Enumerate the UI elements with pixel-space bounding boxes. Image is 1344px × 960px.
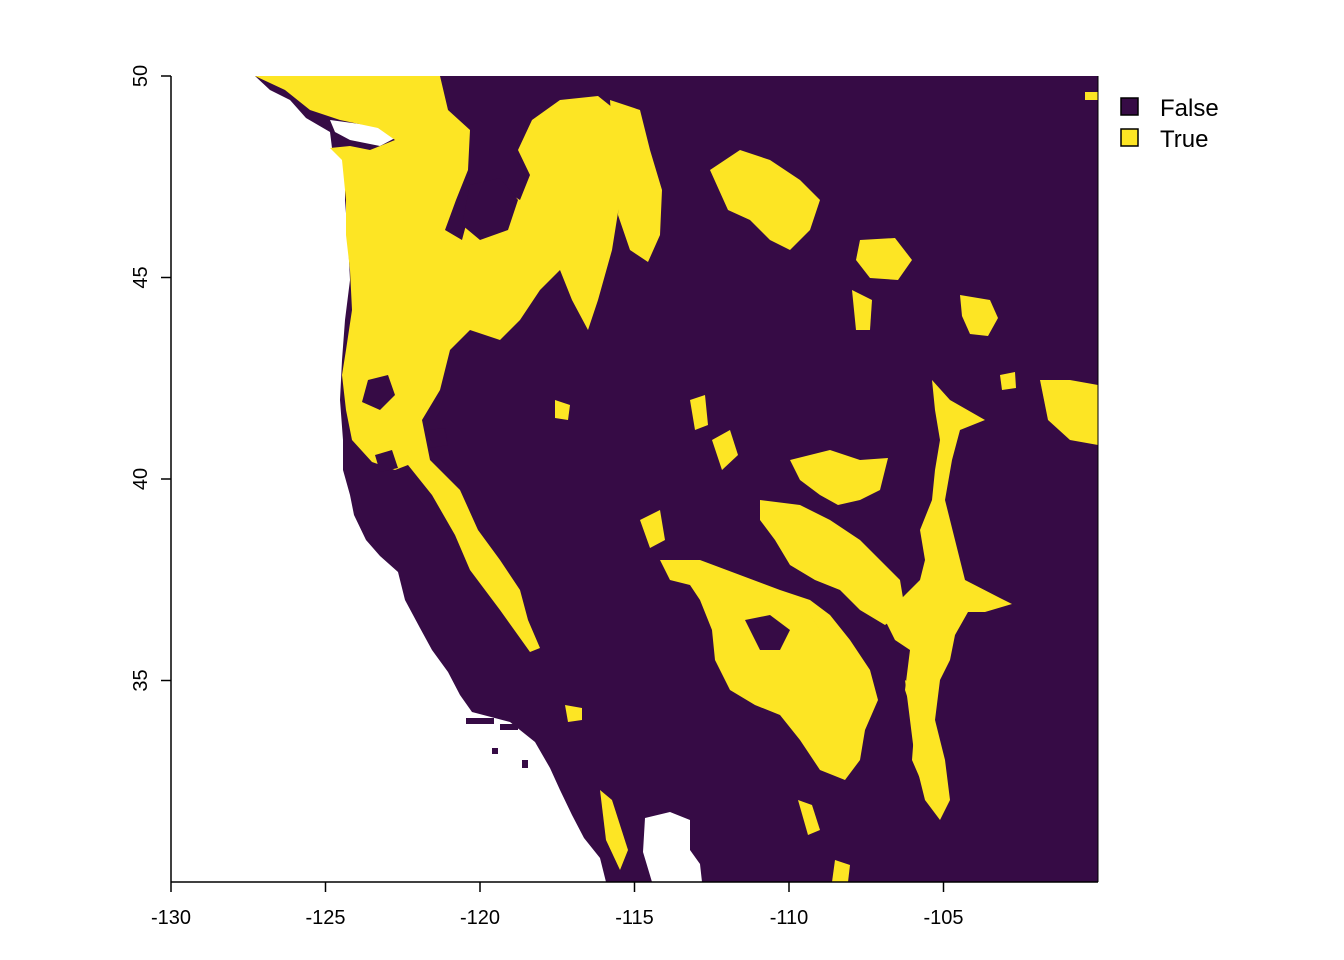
x-tick-label: -110 <box>770 907 809 929</box>
x-tick-label: -130 <box>151 907 191 929</box>
puget-inlet <box>330 120 395 146</box>
x-tick-label: -115 <box>615 907 654 929</box>
y-tick-label: 35 <box>130 669 152 691</box>
y-tick-label: 50 <box>130 65 152 87</box>
y-tick-label: 45 <box>130 266 152 288</box>
legend-swatch-true <box>1120 128 1139 147</box>
y-tick-label: 40 <box>130 468 152 490</box>
false-holes <box>362 178 790 650</box>
legend-label-true: True <box>1160 126 1208 153</box>
island <box>466 718 494 724</box>
island <box>522 760 528 768</box>
x-axis: -130 -125 -120 -115 -110 -105 <box>151 881 1098 929</box>
x-tick-label: -125 <box>305 907 345 929</box>
x-tick-label: -105 <box>923 907 963 929</box>
y-axis: 50 45 40 35 <box>130 65 172 882</box>
x-tick-label: -120 <box>460 907 500 929</box>
true-regions <box>255 76 1098 882</box>
island <box>500 724 518 730</box>
island <box>492 748 498 754</box>
legend-label-false: False <box>1160 95 1219 122</box>
map-panel <box>255 76 1098 882</box>
legend-swatch-false <box>1120 97 1139 116</box>
legend: False True <box>1120 95 1219 153</box>
